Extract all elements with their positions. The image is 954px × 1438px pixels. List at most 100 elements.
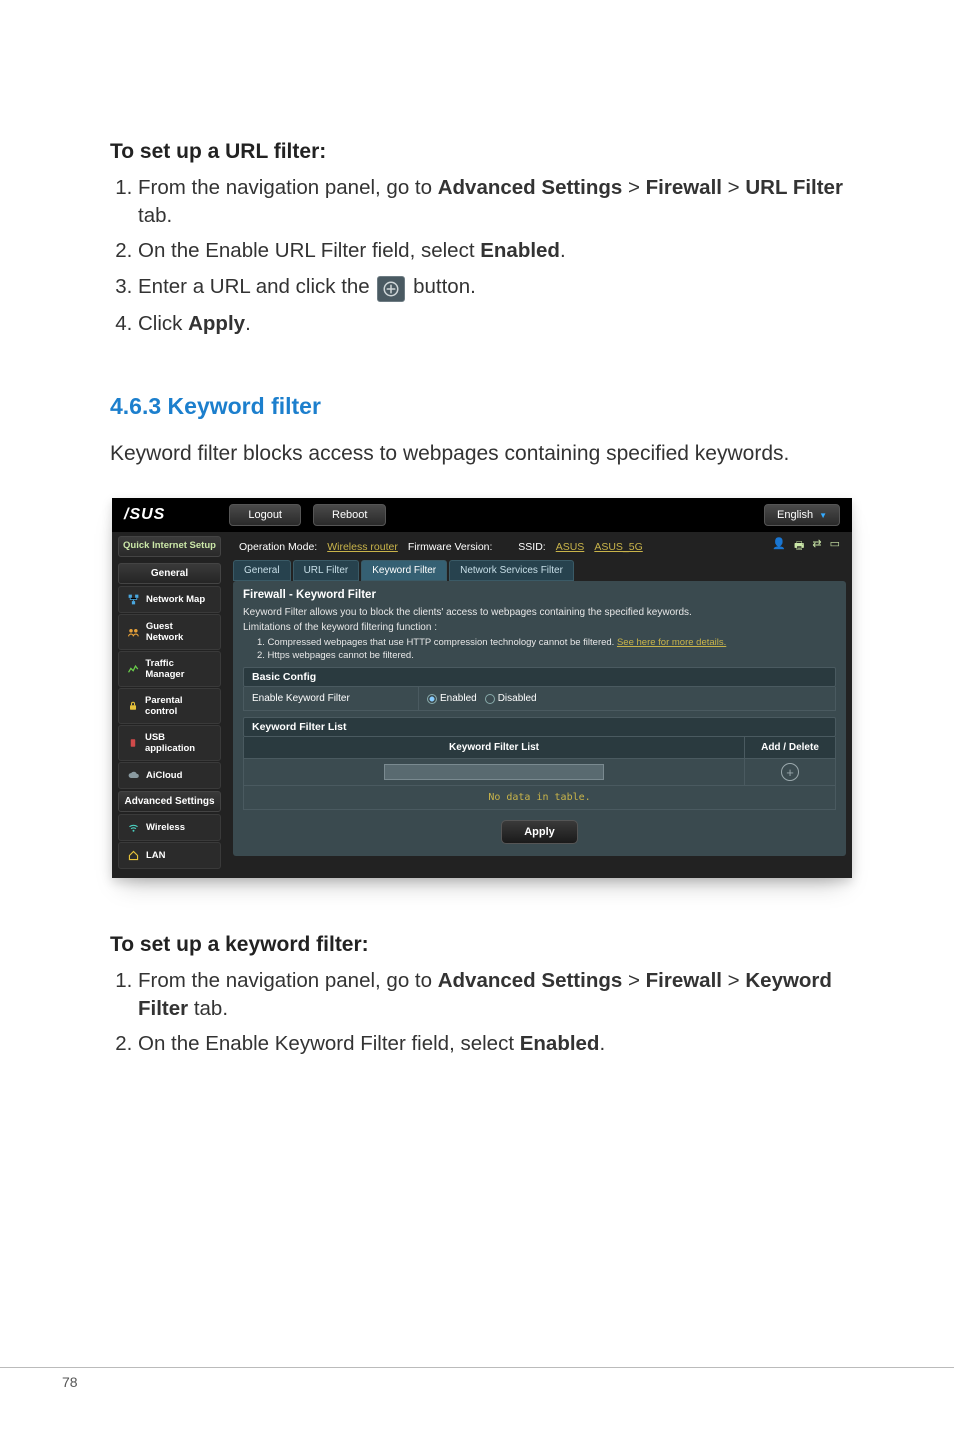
router-panel: Firewall - Keyword Filter Keyword Filter… (233, 581, 846, 856)
sidebar-item-label: LAN (146, 850, 166, 861)
text: Enter a URL and click the (138, 275, 375, 298)
ssid-link-2[interactable]: ASUS_5G (594, 541, 642, 553)
limitation-1: 1. Compressed webpages that use HTTP com… (243, 637, 836, 648)
text: > (722, 969, 745, 992)
text: . (245, 312, 251, 335)
tab-network-services-filter[interactable]: Network Services Filter (449, 560, 574, 581)
firmware-label: Firmware Version: (408, 541, 493, 553)
text: tab. (188, 997, 228, 1020)
text: From the navigation panel, go to (138, 176, 438, 199)
opmode-link[interactable]: Wireless router (327, 541, 398, 553)
text: > (722, 176, 745, 199)
panel-description: Keyword Filter allows you to block the c… (243, 607, 836, 618)
tab-general[interactable]: General (233, 560, 291, 581)
logout-button[interactable]: Logout (229, 504, 301, 526)
sidebar-item-label: USB application (145, 732, 212, 754)
keyword-filter-section-heading: 4.6.3 Keyword filter (110, 393, 854, 420)
url-step-4: Click Apply. (138, 310, 854, 338)
text-bold: URL Filter (745, 176, 843, 199)
keyword-input[interactable] (384, 764, 604, 780)
cloud-icon (127, 769, 140, 782)
keyword-table-header: Keyword Filter List Add / Delete (243, 737, 836, 759)
radio-enabled[interactable]: Enabled (427, 693, 477, 704)
usb-status-icon: ⇄ (812, 537, 821, 556)
add-keyword-button[interactable]: + (781, 763, 799, 781)
opmode-label: Operation Mode: (239, 541, 317, 553)
sidebar-item-label: Parental control (145, 695, 212, 717)
lan-icon (127, 849, 140, 862)
sidebar-general-heading: General (118, 563, 221, 584)
sidebar-qis[interactable]: Quick Internet Setup (118, 536, 221, 557)
text: On the Enable Keyword Filter field, sele… (138, 1032, 520, 1055)
text: . (560, 239, 566, 262)
th-add-delete: Add / Delete (745, 737, 835, 758)
text-bold: Advanced Settings (438, 176, 623, 199)
keyword-input-row: + (243, 759, 836, 786)
usb-icon (127, 736, 139, 749)
text-bold: Firewall (646, 176, 722, 199)
keyword-filter-description: Keyword filter blocks access to webpages… (110, 440, 854, 468)
th-keyword-list: Keyword Filter List (244, 737, 745, 758)
tab-keyword-filter[interactable]: Keyword Filter (361, 560, 447, 581)
see-here-link[interactable]: See here for more details. (617, 637, 726, 648)
text: > (622, 969, 645, 992)
parental-control-icon (127, 699, 139, 712)
sidebar-item-network-map[interactable]: Network Map (118, 586, 221, 613)
sidebar-advanced-heading: Advanced Settings (118, 791, 221, 812)
text: . (599, 1032, 605, 1055)
router-sidebar: Quick Internet Setup General Network Map… (112, 532, 227, 878)
no-data-message: No data in table. (243, 786, 836, 810)
sidebar-item-label: Guest Network (146, 621, 212, 643)
sidebar-item-aicloud[interactable]: AiCloud (118, 762, 221, 789)
sidebar-item-label: Wireless (146, 822, 185, 833)
asus-logo: /SUS (124, 506, 165, 524)
enable-label: Enable Keyword Filter (244, 687, 419, 710)
text: From the navigation panel, go to (138, 969, 438, 992)
kw-step-1: From the navigation panel, go to Advance… (138, 967, 854, 1022)
radio-disabled[interactable]: Disabled (485, 693, 537, 704)
sidebar-item-label: AiCloud (146, 770, 182, 781)
page-footer: 78 (0, 1367, 954, 1390)
url-step-1: From the navigation panel, go to Advance… (138, 174, 854, 229)
text: button. (413, 275, 476, 298)
page-number: 78 (62, 1374, 78, 1390)
url-filter-steps: From the navigation panel, go to Advance… (110, 174, 854, 338)
radio-label: Enabled (440, 693, 477, 704)
wireless-icon (127, 821, 140, 834)
apply-button[interactable]: Apply (501, 820, 578, 844)
sidebar-item-wireless[interactable]: Wireless (118, 814, 221, 841)
url-step-3: Enter a URL and click the button. (138, 273, 854, 302)
router-screenshot: /SUS Logout Reboot English ▼ Quick Inter… (112, 498, 852, 878)
user-icon: 👤 (772, 537, 786, 556)
ssid-label: SSID: (518, 541, 545, 553)
kw-step-2: On the Enable Keyword Filter field, sele… (138, 1030, 854, 1058)
sidebar-item-parental-control[interactable]: Parental control (118, 688, 221, 724)
text: On the Enable URL Filter field, select (138, 239, 480, 262)
traffic-manager-icon (127, 662, 139, 675)
reboot-button[interactable]: Reboot (313, 504, 386, 526)
chevron-down-icon: ▼ (819, 511, 827, 520)
router-topbar: /SUS Logout Reboot English ▼ (112, 498, 852, 532)
radio-label: Disabled (498, 693, 537, 704)
router-tabs: General URL Filter Keyword Filter Networ… (227, 556, 852, 581)
sidebar-item-guest-network[interactable]: Guest Network (118, 614, 221, 650)
network-map-icon (127, 593, 140, 606)
text-bold: Advanced Settings (438, 969, 623, 992)
router-main: Operation Mode: Wireless router Firmware… (227, 532, 852, 878)
text-bold: Firewall (646, 969, 722, 992)
device-icon: ▭ (830, 537, 840, 556)
sidebar-item-traffic-manager[interactable]: Traffic Manager (118, 651, 221, 687)
text: Click (138, 312, 188, 335)
section-title: Keyword filter (168, 393, 321, 419)
sidebar-item-usb-application[interactable]: USB application (118, 725, 221, 761)
ssid-link-1[interactable]: ASUS (556, 541, 585, 553)
radio-dot-icon (427, 694, 437, 704)
language-select[interactable]: English ▼ (764, 504, 840, 526)
sidebar-item-lan[interactable]: LAN (118, 842, 221, 869)
basic-config-header: Basic Config (243, 667, 836, 687)
tab-url-filter[interactable]: URL Filter (293, 560, 360, 581)
sidebar-item-label: Traffic Manager (145, 658, 212, 680)
text: > (622, 176, 645, 199)
limitations-title: Limitations of the keyword filtering fun… (243, 622, 836, 633)
text-bold: Apply (188, 312, 245, 335)
